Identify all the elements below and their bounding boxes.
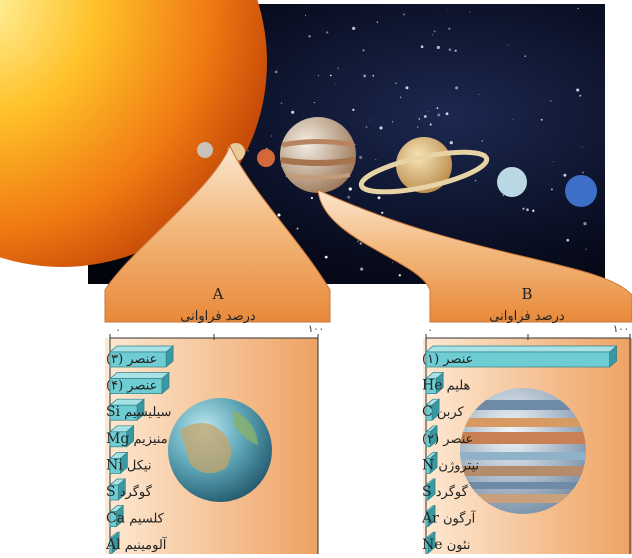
bar-b-1 <box>425 371 445 395</box>
name-a-7: آلومینیم <box>121 536 168 553</box>
symbol-b-2: C <box>422 404 433 420</box>
panel-b-letter: B <box>521 285 532 303</box>
bar-b-3 <box>425 425 439 448</box>
label-b-5: S گوگرد <box>422 484 469 500</box>
uranus-icon <box>497 167 527 197</box>
panel-a-tick-min: ۰ <box>115 325 120 336</box>
bar-a-0 <box>109 345 175 368</box>
bar-a-1 <box>109 371 170 395</box>
panel-a-tick-max: ۱۰۰ <box>308 324 324 335</box>
name-b-4: نیتروژن <box>434 458 479 473</box>
panel-b-bars <box>425 345 618 554</box>
label-b-0: عنصر (۱) <box>422 352 473 367</box>
label-a-7: Al آلومینیم <box>105 536 168 553</box>
bar-b-0 <box>425 345 618 368</box>
symbol-b-7: Ne <box>422 537 443 553</box>
panel-b-tick-min: ۰ <box>427 325 432 336</box>
bar-b-5 <box>425 478 436 501</box>
symbol-b-1: He <box>422 378 443 394</box>
gas-giant-icon <box>460 388 586 514</box>
label-a-0: عنصر (۳) <box>106 352 157 367</box>
panel-b-title: درصد فراوانی <box>489 309 565 324</box>
symbol-a-2: Si <box>106 404 121 420</box>
bar-a-7 <box>109 531 121 554</box>
symbol-a-6: Ca <box>106 511 125 527</box>
label-a-2: Si سیلیسیم <box>106 404 171 420</box>
name-a-2: سیلیسیم <box>120 405 171 420</box>
jupiter-icon <box>280 117 356 193</box>
label-b-1: He هلیم <box>422 378 471 394</box>
name-b-7: نئون <box>443 538 471 553</box>
name-a-4: نیکل <box>123 458 152 473</box>
symbol-b-6: Ar <box>421 511 439 527</box>
bar-a-5 <box>109 478 127 501</box>
label-b-4: N نیتروژن <box>422 457 479 473</box>
mars-icon <box>257 149 275 167</box>
label-b-2: C کربن <box>422 404 465 420</box>
callout-a <box>104 144 331 323</box>
label-a-1: عنصر (۴) <box>106 379 157 394</box>
panel-b-labels: عنصر (۱) He هلیم C کربن عنصر (۲) N نیتروژن S … <box>421 352 479 553</box>
bar-b-7 <box>425 531 436 554</box>
bar-a-6 <box>109 504 125 528</box>
name-b-5: گوگرد <box>432 484 469 500</box>
label-a-4: Ni نیکل <box>106 457 151 473</box>
panel-a-letter: A <box>212 285 224 303</box>
name-a-5: گوگرد <box>116 484 153 500</box>
neptune-icon <box>565 175 597 207</box>
panel-a-labels: عنصر (۳) عنصر (۴) Si سیلیسیم Mg منیزیم Ni نی… <box>105 352 171 553</box>
mercury-icon <box>197 142 213 158</box>
panel-b-tick-max: ۱۰۰ <box>613 324 629 335</box>
bar-b-2 <box>425 398 441 421</box>
saturn-icon <box>358 137 490 195</box>
symbol-a-3: Mg <box>106 431 129 447</box>
symbol-a-4: Ni <box>106 457 123 473</box>
label-b-6: Ar آرگون <box>421 510 477 527</box>
symbol-b-5: S <box>422 484 432 500</box>
label-b-7: Ne نئون <box>422 537 471 553</box>
name-b-6: آرگون <box>439 510 477 527</box>
symbol-a-5: S <box>106 484 116 500</box>
bar-b-4 <box>425 451 439 475</box>
name-b-2: کربن <box>433 405 465 420</box>
name-b-1: هلیم <box>443 379 471 394</box>
bar-a-3 <box>109 425 135 448</box>
panel-a-bars <box>109 345 175 554</box>
label-a-3: Mg منیزیم <box>106 431 168 447</box>
label-a-6: Ca کلسیم <box>106 511 165 527</box>
bar-a-4 <box>109 451 129 475</box>
panel-a-title: درصد فراوانی <box>180 309 256 324</box>
symbol-a-7: Al <box>105 537 121 553</box>
bar-a-2 <box>109 398 145 421</box>
earth-icon <box>168 398 272 502</box>
label-b-3: عنصر (۲) <box>422 432 473 447</box>
bar-b-6 <box>425 504 436 528</box>
label-a-5: S گوگرد <box>106 484 153 500</box>
name-a-6: کلسیم <box>125 512 165 527</box>
symbol-b-4: N <box>422 457 434 473</box>
name-a-3: منیزیم <box>129 432 167 447</box>
